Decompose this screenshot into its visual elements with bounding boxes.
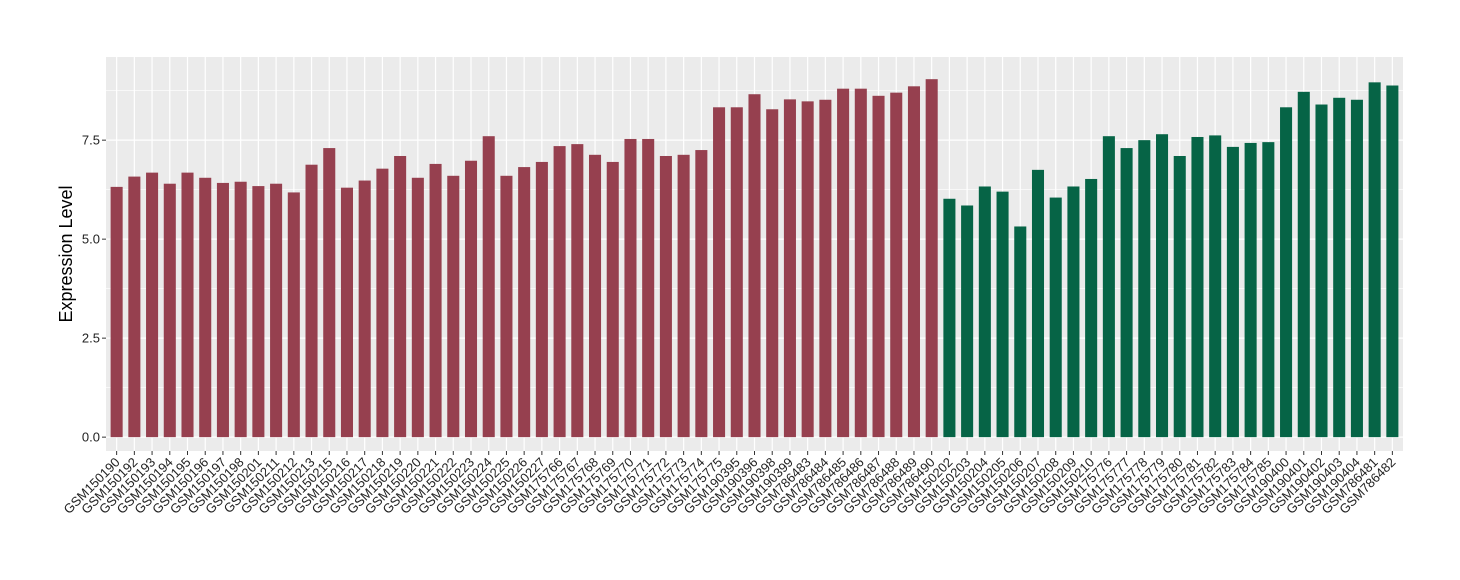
- bar: [553, 146, 566, 438]
- x-axis: GSM150190GSM150192GSM150193GSM150194GSM1…: [61, 451, 1398, 517]
- bar: [1262, 142, 1275, 438]
- bar: [1350, 99, 1363, 438]
- bar: [429, 163, 442, 438]
- bar: [783, 99, 796, 438]
- bar: [535, 161, 548, 438]
- bar: [1120, 148, 1133, 438]
- bar: [677, 154, 690, 438]
- bar: [1333, 97, 1346, 438]
- bar: [1067, 186, 1080, 438]
- bar: [907, 86, 920, 438]
- bar: [340, 187, 353, 438]
- bar: [606, 161, 619, 438]
- bar: [766, 109, 779, 438]
- bar: [500, 175, 513, 438]
- bar: [890, 92, 903, 438]
- bar: [571, 144, 584, 438]
- bar: [978, 186, 991, 438]
- bar: [464, 160, 478, 438]
- bar: [376, 168, 389, 438]
- bar: [1156, 134, 1169, 438]
- bar: [872, 95, 885, 438]
- bar: [1226, 146, 1239, 438]
- bar: [394, 155, 407, 438]
- bar: [659, 155, 672, 438]
- y-axis: 0.0 2.5 5.0 7.5: [82, 133, 106, 445]
- bar: [1315, 104, 1328, 438]
- bar: [1368, 82, 1381, 438]
- y-tick-label: 0.0: [82, 430, 100, 445]
- bar: [1049, 197, 1062, 438]
- bar: [961, 205, 974, 438]
- bar: [110, 186, 123, 438]
- bar: [854, 88, 867, 438]
- bar: [695, 150, 708, 438]
- bar: [146, 172, 159, 438]
- bar: [358, 180, 371, 438]
- bar: [305, 164, 318, 438]
- bar: [1209, 135, 1222, 438]
- bar: [447, 175, 460, 438]
- bar: [589, 154, 602, 438]
- y-axis-label: Expression Level: [56, 185, 76, 322]
- bar: [1280, 107, 1293, 438]
- bar: [234, 181, 247, 438]
- bar: [996, 191, 1009, 438]
- bar: [713, 107, 726, 438]
- bar: [411, 177, 424, 438]
- bar: [624, 138, 637, 438]
- bar: [252, 186, 265, 438]
- bar: [1244, 142, 1257, 438]
- bar: [1031, 169, 1045, 438]
- bar: [642, 138, 655, 438]
- bar: [837, 88, 850, 438]
- bar: [943, 198, 956, 438]
- bar: [1386, 85, 1399, 438]
- bar: [216, 182, 229, 438]
- bar: [1297, 91, 1310, 438]
- bar: [819, 99, 832, 438]
- bars: [110, 79, 1399, 438]
- bar: [1173, 155, 1186, 438]
- bar: [270, 183, 283, 438]
- bar: [482, 136, 495, 438]
- bar: [199, 177, 212, 438]
- bar: [801, 101, 814, 438]
- y-tick-label: 5.0: [82, 232, 100, 247]
- bar: [925, 79, 938, 438]
- bar: [163, 183, 176, 438]
- bar: [1138, 140, 1151, 438]
- y-tick-label: 7.5: [82, 133, 100, 148]
- bar: [323, 148, 336, 438]
- bar: [1085, 178, 1098, 438]
- bar: [128, 176, 141, 438]
- bar: [1191, 136, 1204, 438]
- bar: [518, 167, 531, 438]
- bar: [730, 107, 743, 438]
- bar: [1102, 136, 1115, 438]
- bar: [1014, 226, 1027, 438]
- bar: [181, 172, 194, 438]
- bar: [287, 192, 300, 438]
- y-tick-label: 2.5: [82, 331, 100, 346]
- bar: [748, 94, 761, 438]
